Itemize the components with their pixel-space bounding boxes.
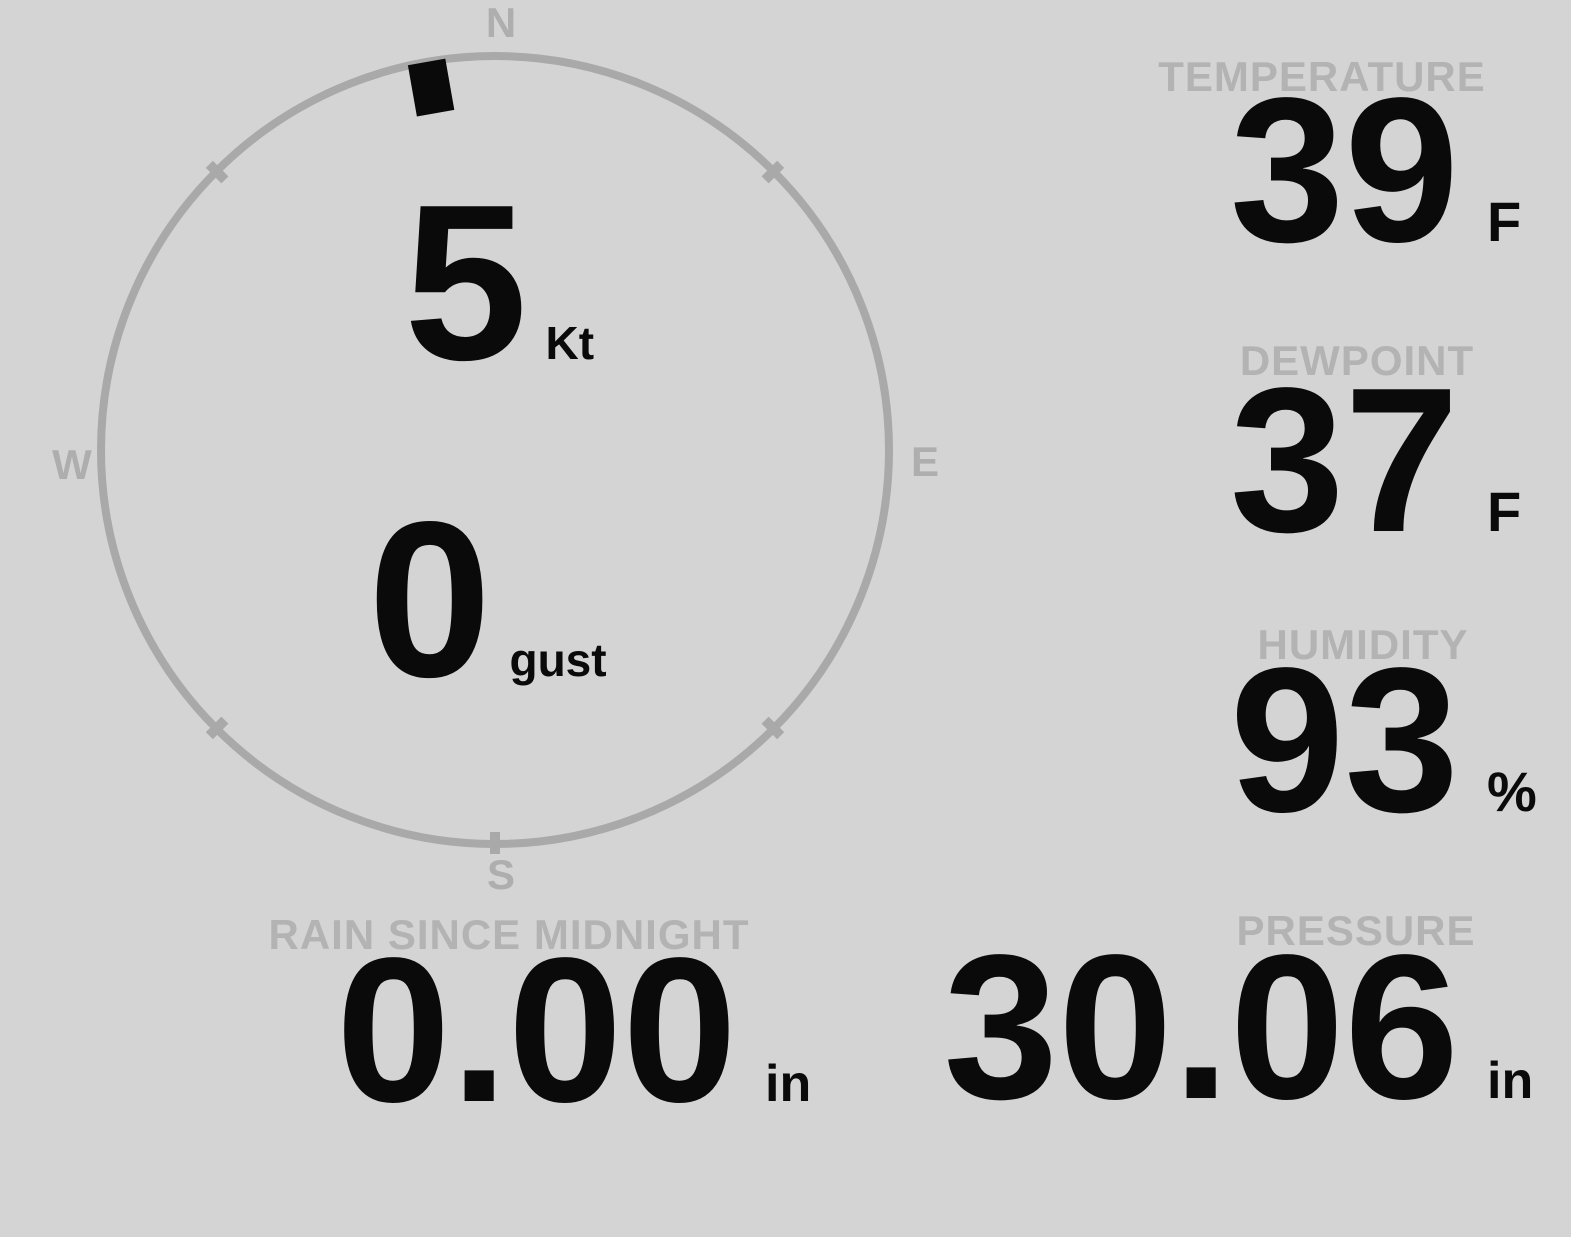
compass-cardinal-west: W [52, 441, 92, 488]
rain-since-midnight-unit: in [765, 1055, 812, 1113]
rain-since-midnight-reading: 0.00 in [336, 927, 853, 1133]
wind-speed-unit: Kt [545, 317, 595, 369]
wind-gust-value: 0 [368, 476, 492, 724]
pressure-value: 30.06 [943, 912, 1459, 1142]
wind-gust-reading: 0 gust [368, 489, 607, 711]
dewpoint-value: 37 [1229, 345, 1459, 575]
temperature-label: TEMPERATURE [1158, 53, 1486, 100]
wind-compass-dial [97, 52, 893, 854]
compass-cardinal-east: E [910, 438, 940, 485]
rain-since-midnight-label: RAIN SINCE MIDNIGHT [268, 911, 750, 958]
compass-cardinal-south: S [486, 851, 516, 898]
compass-tick-s [490, 832, 500, 854]
humidity-label: HUMIDITY [1257, 621, 1469, 668]
compass-tick-sw [205, 716, 229, 740]
compass-cardinal-north: N [485, 0, 517, 46]
dewpoint-unit: F [1487, 480, 1522, 543]
rain-since-midnight-value: 0.00 [336, 915, 737, 1145]
dewpoint-reading: 37 F [1230, 357, 1571, 563]
wind-gust-unit: gust [509, 634, 607, 686]
temperature-value: 39 [1229, 55, 1459, 285]
temperature-unit: F [1487, 190, 1522, 253]
pressure-reading: 30.06 in [943, 924, 1571, 1130]
temperature-reading: 39 F [1230, 67, 1571, 273]
compass-tick-ne [761, 160, 785, 184]
wind-speed-value: 5 [404, 159, 528, 407]
compass-tick-nw [205, 160, 229, 184]
compass-tick-se [761, 716, 785, 740]
dewpoint-label: DEWPOINT [1239, 337, 1475, 384]
wind-speed-reading: 5 Kt [404, 172, 594, 394]
wind-direction-marker [407, 58, 455, 117]
humidity-value: 93 [1229, 625, 1459, 855]
pressure-label: PRESSURE [1236, 907, 1476, 954]
humidity-reading: 93 % [1230, 637, 1571, 843]
pressure-unit: in [1487, 1052, 1534, 1110]
humidity-unit: % [1487, 760, 1537, 823]
